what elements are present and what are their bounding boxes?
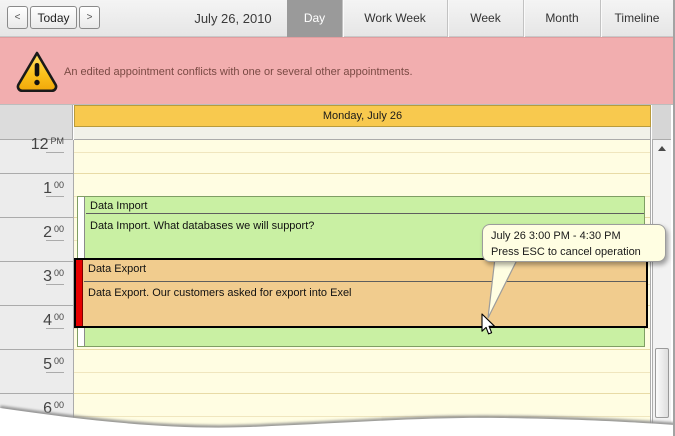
drag-tooltip-time-range: July 26 3:00 PM - 4:30 PM <box>491 230 621 242</box>
toolbar: < Today > July 26, 2010 Day Work Week We… <box>0 0 673 37</box>
time-ruler: 12 PM 1 00 2 00 3 00 4 00 5 00 6 00 <box>0 136 74 436</box>
day-view-viewport: 12 PM 1 00 2 00 3 00 4 00 5 00 6 00 <box>0 136 673 436</box>
hour-line <box>0 393 73 394</box>
half-hour-tick <box>46 196 64 197</box>
view-tabs: Day Work Week Week Month Timeline <box>287 0 673 37</box>
appointment-title: Data Import <box>90 200 148 212</box>
appointment-title-separator <box>84 281 646 282</box>
time-label-3pm: 3 00 <box>43 268 64 285</box>
appointment-title: Data Export <box>88 263 147 275</box>
scroll-up-button[interactable] <box>653 140 671 156</box>
tab-week[interactable]: Week <box>447 0 523 37</box>
today-button[interactable]: Today <box>30 6 77 29</box>
conflict-warning-message: An edited appointment conflicts with one… <box>64 65 413 78</box>
all-day-area[interactable] <box>74 127 651 140</box>
appointment-description: Data Import. What databases we will supp… <box>90 220 315 232</box>
appointment-title-separator <box>86 213 644 214</box>
time-label-4pm: 4 00 <box>43 312 64 329</box>
tab-day[interactable]: Day <box>287 0 342 37</box>
half-hour-tick <box>46 372 64 373</box>
half-hour-tick <box>46 152 64 153</box>
time-label-2pm: 2 00 <box>43 224 64 241</box>
drag-tooltip-hint: Press ESC to cancel operation <box>491 246 641 258</box>
time-ruler-corner-cell <box>0 105 73 140</box>
tab-timeline[interactable]: Timeline <box>600 0 673 37</box>
hour-line <box>0 305 73 306</box>
scroll-down-button[interactable] <box>653 422 671 436</box>
appointment-data-export-dragging[interactable]: Data Export Data Export. Our customers a… <box>74 258 648 328</box>
tab-work-week[interactable]: Work Week <box>342 0 447 37</box>
previous-day-button[interactable]: < <box>7 6 28 29</box>
scroll-up-icon <box>658 145 666 151</box>
current-date-label: July 26, 2010 <box>194 11 272 26</box>
warning-triangle-icon <box>16 51 58 92</box>
scroll-down-icon <box>658 427 666 433</box>
hour-line <box>0 349 73 350</box>
time-label-5pm: 5 00 <box>43 356 64 373</box>
vertical-scrollbar[interactable] <box>652 140 671 436</box>
hour-line <box>0 173 73 174</box>
drag-tooltip: July 26 3:00 PM - 4:30 PM Press ESC to c… <box>482 224 666 262</box>
hour-line <box>0 217 73 218</box>
day-header-band: Monday, July 26 <box>0 104 673 140</box>
day-column-header[interactable]: Monday, July 26 <box>74 105 651 127</box>
hour-line <box>0 261 73 262</box>
scrollbar-thumb[interactable] <box>655 348 669 418</box>
conflict-warning-banner: An edited appointment conflicts with one… <box>0 37 673 104</box>
next-day-button[interactable]: > <box>79 6 100 29</box>
half-hour-tick <box>46 240 64 241</box>
half-hour-tick <box>46 284 64 285</box>
time-label-1pm: 1 00 <box>43 180 64 197</box>
scrollbar-header-corner <box>652 105 671 140</box>
half-hour-tick <box>46 328 64 329</box>
appointment-status-strip-busy <box>76 260 83 326</box>
time-label-6pm: 6 00 <box>43 400 64 417</box>
mouse-cursor-icon <box>481 313 496 335</box>
time-label-12pm: 12 PM <box>30 136 64 153</box>
tab-month[interactable]: Month <box>523 0 600 37</box>
appointment-description: Data Export. Our customers asked for exp… <box>88 287 352 299</box>
